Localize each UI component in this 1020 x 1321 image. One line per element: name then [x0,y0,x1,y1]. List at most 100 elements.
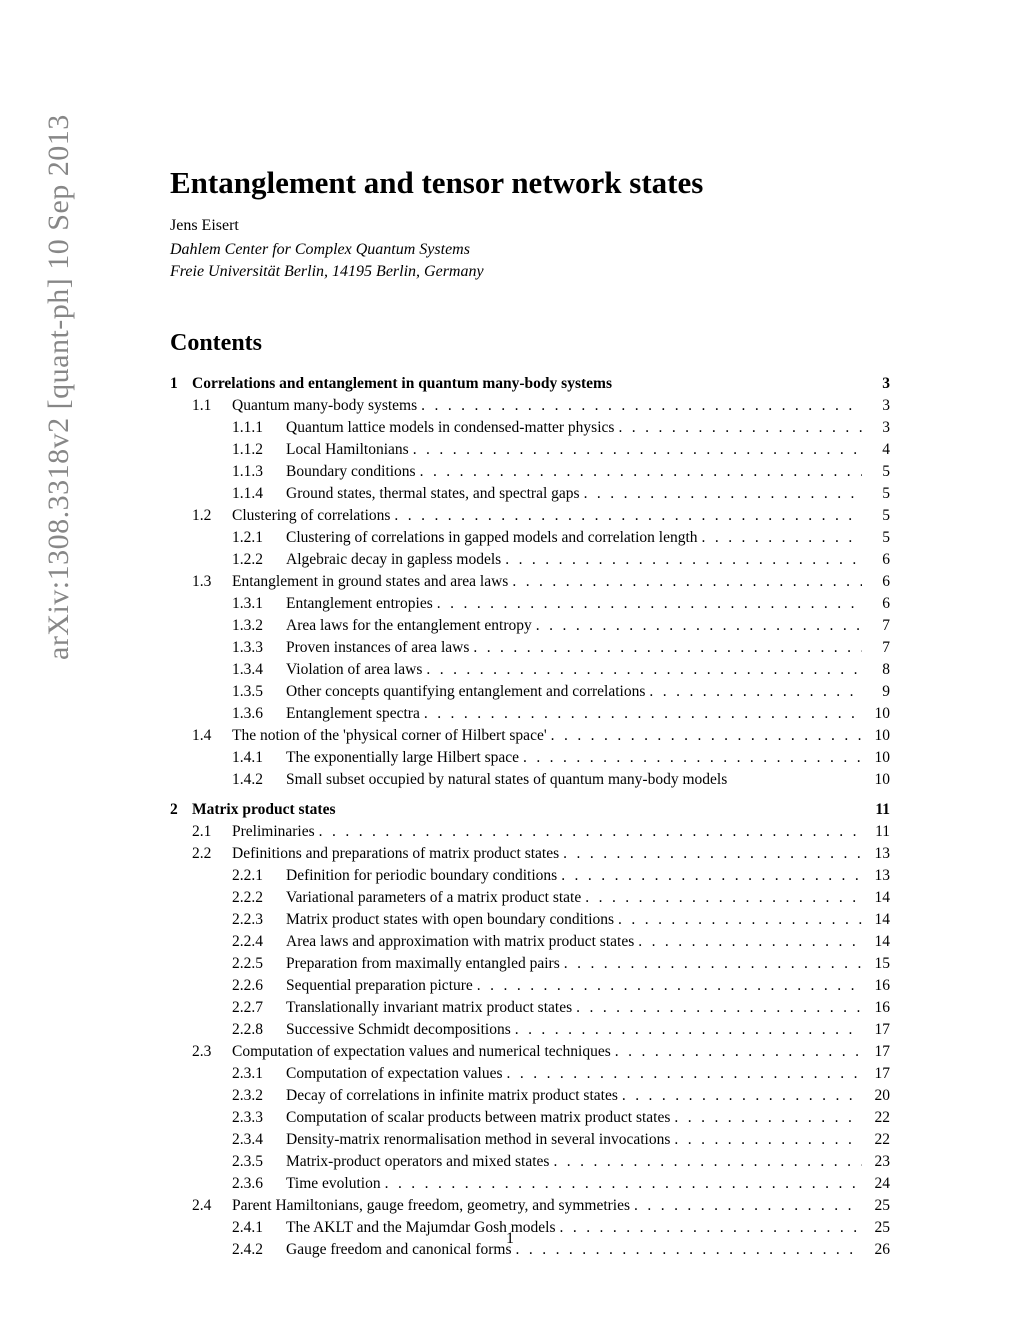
toc-number: 1.3.3 [232,637,286,659]
toc-page-number: 6 [866,593,890,615]
toc-number: 2.3.5 [232,1151,286,1173]
toc-number: 1.1 [192,395,232,417]
toc-page-number: 3 [866,395,890,417]
toc-number: 2.2.2 [232,887,286,909]
toc-number: 2.2.6 [232,975,286,997]
toc-number: 1.2.2 [232,549,286,571]
toc-entry: 1.3Entanglement in ground states and are… [170,571,890,593]
toc-entry: 1.2.2Algebraic decay in gapless models6 [170,549,890,571]
toc-label: Successive Schmidt decompositions [286,1019,511,1041]
toc-leader-dots [618,417,862,439]
toc-page-number: 6 [866,549,890,571]
toc-label: Area laws and approximation with matrix … [286,931,634,953]
toc-entry: 2.3.2Decay of correlations in infinite m… [170,1085,890,1107]
toc-leader-dots [638,931,862,953]
toc-number: 2.3.3 [232,1107,286,1129]
toc-entry: 2.3.3Computation of scalar products betw… [170,1107,890,1129]
toc-number: 1.1.1 [232,417,286,439]
toc-label: Definition for periodic boundary conditi… [286,865,557,887]
toc-page-number: 13 [866,865,890,887]
toc-leader-dots [505,549,862,571]
toc-entry: 2.4Parent Hamiltonians, gauge freedom, g… [170,1195,890,1217]
page-number: 1 [0,1230,1020,1248]
toc-label: Clustering of correlations in gapped mod… [286,527,698,549]
toc-label: Proven instances of area laws [286,637,469,659]
toc-number: 1.3.6 [232,703,286,725]
toc-page-number: 11 [866,799,890,821]
toc-number: 2.3 [192,1041,232,1063]
toc-label: Translationally invariant matrix product… [286,997,572,1019]
toc-entry: 2.1Preliminaries 11 [170,821,890,843]
toc-number: 2.2.3 [232,909,286,931]
toc-entry: 2.2.5Preparation from maximally entangle… [170,953,890,975]
toc-number: 1.4.1 [232,747,286,769]
toc-number: 1.1.4 [232,483,286,505]
toc-page-number: 22 [866,1129,890,1151]
toc-label: Correlations and entanglement in quantum… [192,373,612,395]
toc-leader-dots [561,865,862,887]
toc-entry: 1.1Quantum many-body systems 3 [170,395,890,417]
toc-number: 1 [170,373,192,395]
toc-leader-dots [420,461,862,483]
toc-leader-dots [536,615,862,637]
toc-label: Boundary conditions [286,461,416,483]
toc-label: Variational parameters of a matrix produ… [286,887,581,909]
toc-number: 1.1.3 [232,461,286,483]
toc-leader-dots [394,505,862,527]
toc-entry: 2.2.6Sequential preparation picture16 [170,975,890,997]
toc-entry: 1.2.1Clustering of correlations in gappe… [170,527,890,549]
toc-number: 2.1 [192,821,232,843]
toc-page-number: 23 [866,1151,890,1173]
toc-entry: 1.1.2Local Hamiltonians4 [170,439,890,461]
toc-label: Decay of correlations in infinite matrix… [286,1085,618,1107]
toc-label: Preliminaries [232,821,315,843]
toc-label: Violation of area laws [286,659,422,681]
toc-entry: 2.3.1Computation of expectation values17 [170,1063,890,1085]
toc-entry: 2.3.4Density-matrix renormalisation meth… [170,1129,890,1151]
toc-page-number: 17 [866,1041,890,1063]
toc-entry: 1.1.3Boundary conditions5 [170,461,890,483]
author-name: Jens Eisert [170,217,890,235]
toc-leader-dots [702,527,863,549]
toc-page-number: 6 [866,571,890,593]
toc-number: 2.4 [192,1195,232,1217]
toc-entry: 1.3.1Entanglement entropies6 [170,593,890,615]
toc-page-number: 16 [866,997,890,1019]
toc-page-number: 14 [866,887,890,909]
toc-label: Small subset occupied by natural states … [286,769,727,791]
toc-label: Computation of expectation values [286,1063,503,1085]
toc-label: Entanglement spectra [286,703,420,725]
toc-number: 2.2.5 [232,953,286,975]
toc-entry: 1.1.4Ground states, thermal states, and … [170,483,890,505]
toc-number: 2.2.1 [232,865,286,887]
toc-number: 2.2 [192,843,232,865]
toc-entry: 2.2.8Successive Schmidt decompositions17 [170,1019,890,1041]
toc-label: Quantum many-body systems [232,395,417,417]
toc-leader-dots [507,1063,862,1085]
toc-number: 2.3.2 [232,1085,286,1107]
toc-label: The exponentially large Hilbert space [286,747,519,769]
toc-label: Sequential preparation picture [286,975,473,997]
toc-page-number: 15 [866,953,890,975]
toc-entry: 2.3Computation of expectation values and… [170,1041,890,1063]
toc-page-number: 11 [866,821,890,843]
toc-page-number: 8 [866,659,890,681]
toc-leader-dots [585,887,862,909]
toc-leader-dots [674,1129,862,1151]
toc-page-number: 22 [866,1107,890,1129]
toc-entry: 1.3.4Violation of area laws 8 [170,659,890,681]
toc-label: Definitions and preparations of matrix p… [232,843,559,865]
toc-leader-dots [426,659,862,681]
toc-leader-dots [437,593,862,615]
toc-entry: 2.3.6Time evolution24 [170,1173,890,1195]
toc-entry: 1.3.2Area laws for the entanglement entr… [170,615,890,637]
toc-leader-dots [564,953,862,975]
toc-entry: 1.2Clustering of correlations5 [170,505,890,527]
toc-entry: 1.3.5Other concepts quantifying entangle… [170,681,890,703]
toc-label: Preparation from maximally entangled pai… [286,953,560,975]
toc-leader-dots [563,843,862,865]
toc-leader-dots [477,975,862,997]
toc-number: 1.3.4 [232,659,286,681]
toc-entry: 2.2Definitions and preparations of matri… [170,843,890,865]
toc-page-number: 17 [866,1063,890,1085]
